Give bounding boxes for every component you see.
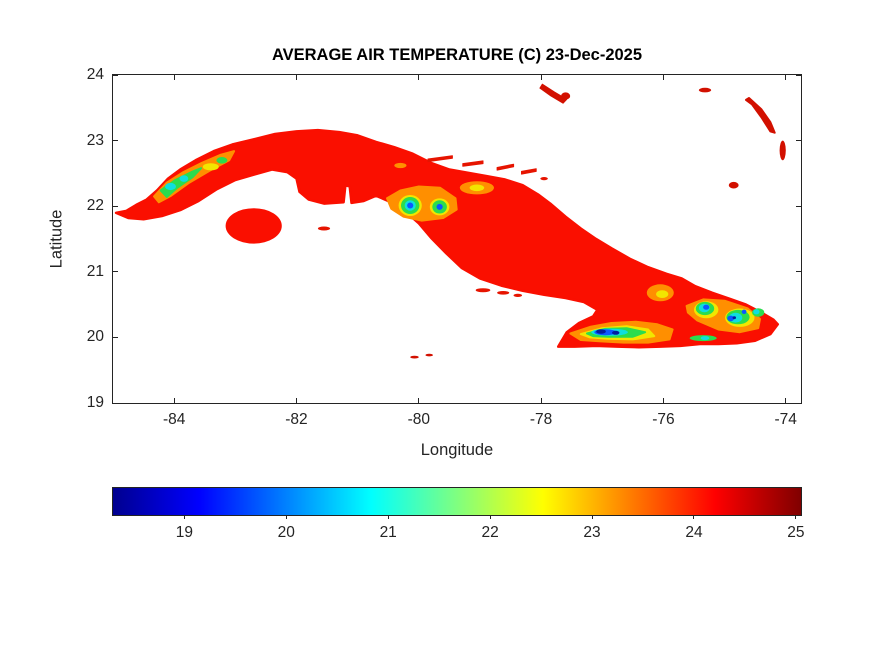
coast-hills-orange	[394, 162, 407, 169]
colorbar-tick-label: 25	[787, 524, 805, 541]
ne-darkblue	[732, 316, 736, 320]
y-tick-mark	[113, 75, 118, 76]
central-hills-yellow	[469, 184, 485, 192]
escambray-blue-1	[407, 202, 414, 209]
west-cyan-2	[179, 175, 189, 182]
x-tick-mark	[295, 75, 297, 80]
x-tick-mark	[785, 398, 787, 403]
cuba-mainland	[114, 128, 780, 349]
jardines-cay-3	[513, 293, 523, 297]
x-tick-label: -80	[407, 411, 430, 428]
ne-blue-3	[741, 309, 747, 314]
colorbar-tick-mark	[183, 515, 185, 519]
colorbar-tick-mark	[387, 515, 389, 519]
x-tick-label: -82	[285, 411, 308, 428]
north-cay-1	[427, 155, 453, 163]
plot-title: AVERAGE AIR TEMPERATURE (C) 23-Dec-2025	[271, 46, 643, 64]
colorbar	[112, 487, 802, 516]
andros-fragment-2	[561, 92, 571, 100]
bahamas-chain	[745, 97, 776, 134]
isla-de-la-juventud	[225, 208, 282, 244]
x-tick-mark	[173, 75, 175, 80]
west-yellow	[202, 163, 219, 171]
y-axis-label: Latitude	[47, 209, 66, 269]
y-tick-label: 24	[86, 66, 104, 83]
x-tick-label: -74	[774, 411, 797, 428]
y-tick-label: 23	[86, 131, 104, 149]
y-tick-label: 19	[86, 394, 104, 411]
north-cay-5	[540, 177, 548, 181]
colorbar-tick-label: 23	[583, 524, 601, 541]
y-tick-mark	[796, 402, 801, 403]
jardines-cay-2	[497, 291, 510, 295]
y-tick-mark	[796, 205, 801, 207]
x-tick-mark	[785, 75, 787, 80]
west-cyan-1	[165, 182, 176, 191]
x-tick-mark	[662, 75, 664, 80]
y-tick-mark	[113, 271, 118, 273]
x-tick-mark	[418, 75, 420, 80]
cayman-brac	[425, 353, 433, 357]
bahamas-cay-3	[698, 87, 712, 93]
north-cay-2	[462, 160, 484, 167]
x-tick-mark	[418, 398, 420, 403]
colorbar-tick-label: 22	[481, 524, 499, 541]
x-tick-label: -84	[162, 411, 186, 428]
colorbar-tick-label: 21	[379, 524, 397, 541]
y-tick-label: 22	[86, 197, 104, 215]
y-tick-mark	[113, 336, 118, 338]
guantanamo-cyan	[700, 336, 710, 341]
colorbar-tick-label: 20	[277, 524, 295, 541]
andros-fragment-1	[539, 83, 568, 104]
holguin-yellow	[656, 290, 669, 298]
sierra-maestra-darkblue-1	[596, 329, 606, 334]
x-tick-mark	[295, 398, 297, 403]
y-tick-mark	[113, 140, 118, 142]
y-tick-mark	[796, 271, 801, 273]
plot-area	[112, 74, 802, 404]
colorbar-tick-label: 19	[175, 524, 193, 541]
escambray-blue-2	[436, 203, 443, 210]
colorbar-tick-label: 24	[685, 524, 703, 541]
sierra-maestra-darkblue-2	[612, 330, 620, 335]
y-tick-mark	[796, 75, 801, 76]
x-tick-label: -76	[652, 411, 675, 428]
bahamas-cay-2	[728, 181, 739, 189]
colorbar-tick-mark	[285, 515, 287, 519]
jardines-cay-1	[475, 288, 491, 293]
x-tick-mark	[540, 75, 542, 80]
y-tick-mark	[113, 402, 118, 403]
x-tick-mark	[173, 398, 175, 403]
bahamas-cay-1	[779, 140, 786, 161]
y-tick-mark	[113, 205, 118, 207]
west-green-2	[216, 157, 228, 164]
y-tick-mark	[796, 336, 801, 338]
colorbar-tick-mark	[693, 515, 695, 519]
x-tick-mark	[540, 398, 542, 403]
x-axis-label: Longitude	[420, 441, 494, 459]
north-cay-3	[496, 163, 515, 171]
cuba-temperature-map	[114, 83, 786, 359]
ne-cyan-3	[753, 309, 760, 315]
y-tick-mark	[796, 140, 801, 142]
y-tick-label: 21	[86, 262, 104, 280]
little-cayman	[410, 355, 419, 359]
colorbar-tick-mark	[591, 515, 593, 519]
canarreos-cay	[317, 226, 331, 231]
y-tick-label: 20	[86, 328, 104, 346]
colorbar-tick-mark	[489, 515, 491, 519]
x-tick-label: -78	[529, 411, 553, 428]
north-cay-4	[521, 168, 537, 175]
ne-blue-1	[703, 304, 710, 310]
colorbar-tick-mark	[795, 515, 797, 519]
x-tick-mark	[662, 398, 664, 403]
ne-blue-2	[727, 315, 735, 322]
